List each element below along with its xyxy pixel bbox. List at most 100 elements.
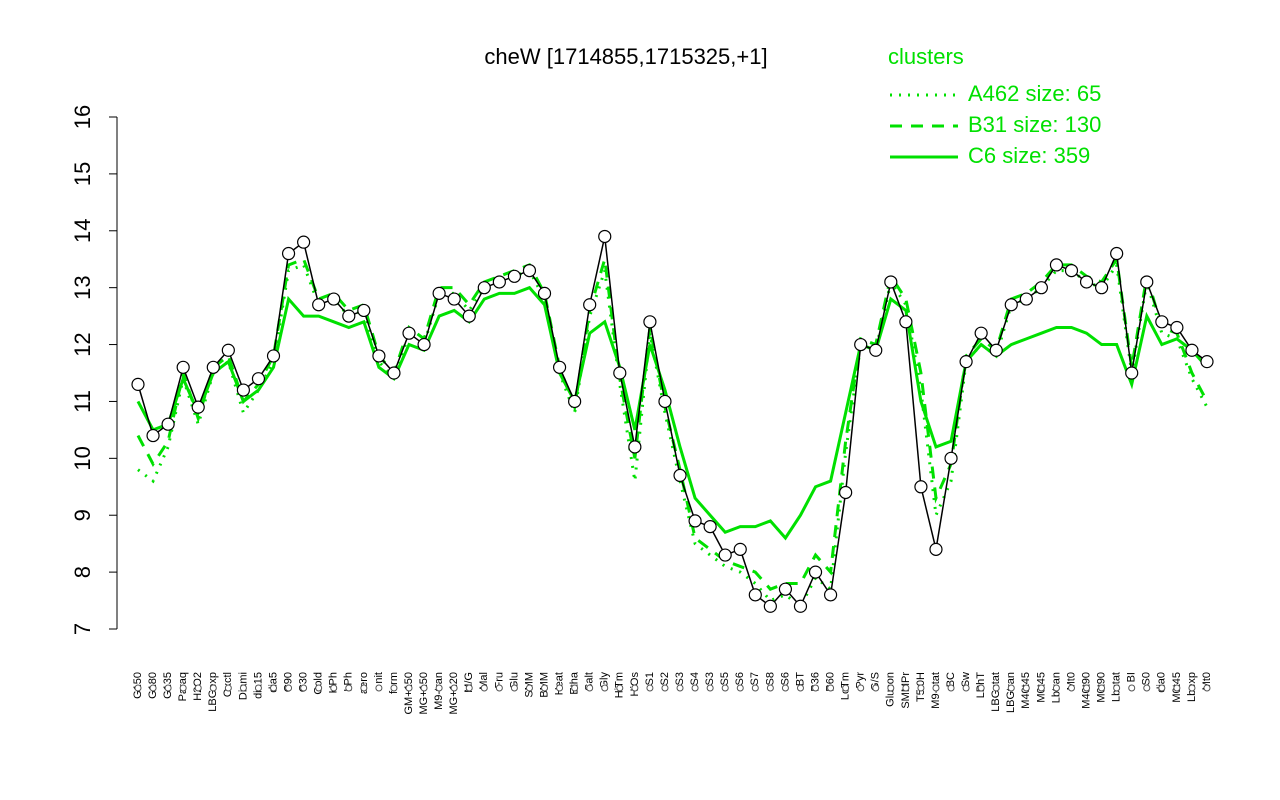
data-point xyxy=(688,514,702,528)
x-dot xyxy=(1052,684,1060,692)
x-dot xyxy=(827,684,835,692)
data-point xyxy=(1095,281,1109,295)
data-point xyxy=(1140,275,1154,289)
x-tick-label: MG+150 xyxy=(418,672,430,715)
data-point xyxy=(673,468,687,482)
data-point xyxy=(1079,275,1094,289)
data-point xyxy=(793,599,808,613)
x-dot xyxy=(1143,684,1151,692)
data-point xyxy=(839,485,853,500)
data-point xyxy=(884,275,898,289)
data-point xyxy=(191,400,205,414)
x-dot xyxy=(932,684,940,692)
y-tick-label: 8 xyxy=(70,566,95,578)
x-dot xyxy=(842,684,850,692)
series-line xyxy=(136,285,1209,541)
x-dot xyxy=(254,684,262,692)
x-tick-label: S6 xyxy=(734,672,746,685)
x-dot xyxy=(345,684,353,692)
data-point xyxy=(146,428,160,443)
x-dot xyxy=(390,684,398,692)
x-dot xyxy=(285,684,293,692)
x-dot xyxy=(781,684,789,692)
data-point xyxy=(402,326,416,340)
x-tick-label: S3 xyxy=(674,672,686,685)
x-dot xyxy=(405,684,413,692)
x-dot xyxy=(360,684,368,692)
x-dot xyxy=(239,684,247,692)
data-point xyxy=(823,588,838,602)
y-tick-label: 12 xyxy=(70,332,95,356)
x-dot xyxy=(766,684,774,692)
data-point xyxy=(899,315,913,329)
legend-label: A462 size: 65 xyxy=(968,81,1101,106)
data-point xyxy=(327,292,341,306)
x-dot xyxy=(556,684,564,692)
x-dot xyxy=(616,684,624,692)
data-point xyxy=(1200,355,1214,369)
y-tick-label: 13 xyxy=(70,275,95,299)
y-tick-label: 10 xyxy=(70,446,95,470)
x-tick-label: S8 xyxy=(764,672,776,685)
x-dot xyxy=(917,684,925,692)
data-point xyxy=(281,246,296,261)
y-tick-label: 15 xyxy=(70,162,95,186)
data-point xyxy=(929,542,943,556)
x-dot xyxy=(179,684,187,692)
y-tick-label: 16 xyxy=(70,105,95,129)
y-tick-label: 14 xyxy=(70,219,95,243)
data-point xyxy=(568,394,582,409)
x-dot xyxy=(224,684,232,692)
data-point xyxy=(432,286,446,300)
data-point xyxy=(1019,292,1033,306)
data-point xyxy=(763,599,777,613)
x-tick-label: Mal xyxy=(478,672,490,690)
legend-label: B31 size: 130 xyxy=(968,112,1101,137)
data-point xyxy=(643,315,657,329)
x-dot xyxy=(149,684,157,692)
data-point xyxy=(522,264,537,278)
x-dot xyxy=(646,684,654,692)
x-dot xyxy=(721,684,729,692)
data-point xyxy=(703,519,717,534)
x-tick-label: BT xyxy=(794,672,806,686)
x-tick-label: MG+120 xyxy=(448,672,460,715)
x-dot xyxy=(887,684,895,692)
x-tick-label: BI xyxy=(1126,672,1138,682)
x-dot xyxy=(480,684,488,692)
x-dot xyxy=(857,684,865,692)
x-tick-label: Heat xyxy=(553,672,565,695)
x-tick-label: Mt0 xyxy=(1201,672,1213,690)
x-tick-label: S4 xyxy=(689,672,701,685)
x-dot xyxy=(1173,684,1181,692)
data-point xyxy=(628,440,642,454)
x-tick-label: Gly xyxy=(599,672,611,689)
x-tick-label: S3 xyxy=(704,672,716,685)
x-dot xyxy=(194,684,202,692)
data-point xyxy=(959,355,973,369)
x-dot xyxy=(736,684,744,692)
legend-label: C6 size: 359 xyxy=(968,143,1090,168)
x-dot xyxy=(1098,684,1106,692)
data-point xyxy=(658,394,672,409)
x-tick-label: Pyr xyxy=(855,672,867,689)
data-point xyxy=(206,360,220,374)
x-dot xyxy=(510,684,518,692)
x-dot xyxy=(902,684,910,692)
data-point xyxy=(613,366,627,380)
x-dot xyxy=(586,684,594,692)
x-dot xyxy=(1128,684,1136,692)
x-tick-label: GM+150 xyxy=(403,672,415,715)
x-dot xyxy=(992,684,1000,692)
data-point xyxy=(312,298,326,312)
y-tick-label: 9 xyxy=(70,509,95,521)
x-tick-label: S1 xyxy=(644,672,656,685)
x-dot xyxy=(420,684,428,692)
data-point xyxy=(477,281,491,295)
x-dot xyxy=(1007,684,1015,692)
x-dot xyxy=(1067,684,1075,692)
y-tick-label: 11 xyxy=(70,390,95,413)
data-point xyxy=(357,303,371,318)
x-dot xyxy=(1037,684,1045,692)
x-dot xyxy=(601,684,609,692)
